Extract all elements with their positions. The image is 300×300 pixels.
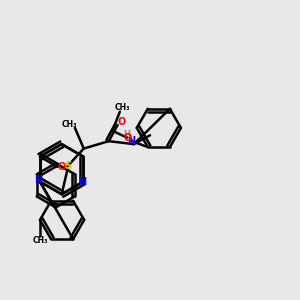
Text: O: O: [123, 133, 131, 142]
Text: CH₃: CH₃: [115, 103, 130, 112]
Text: H: H: [123, 130, 130, 139]
Text: N: N: [128, 136, 136, 146]
Text: CH₃: CH₃: [62, 120, 77, 129]
Text: N: N: [34, 175, 43, 185]
Text: O: O: [57, 162, 65, 172]
Text: N: N: [78, 177, 86, 187]
Text: CH₃: CH₃: [32, 236, 48, 245]
Text: S: S: [64, 161, 71, 171]
Text: O: O: [117, 117, 125, 127]
